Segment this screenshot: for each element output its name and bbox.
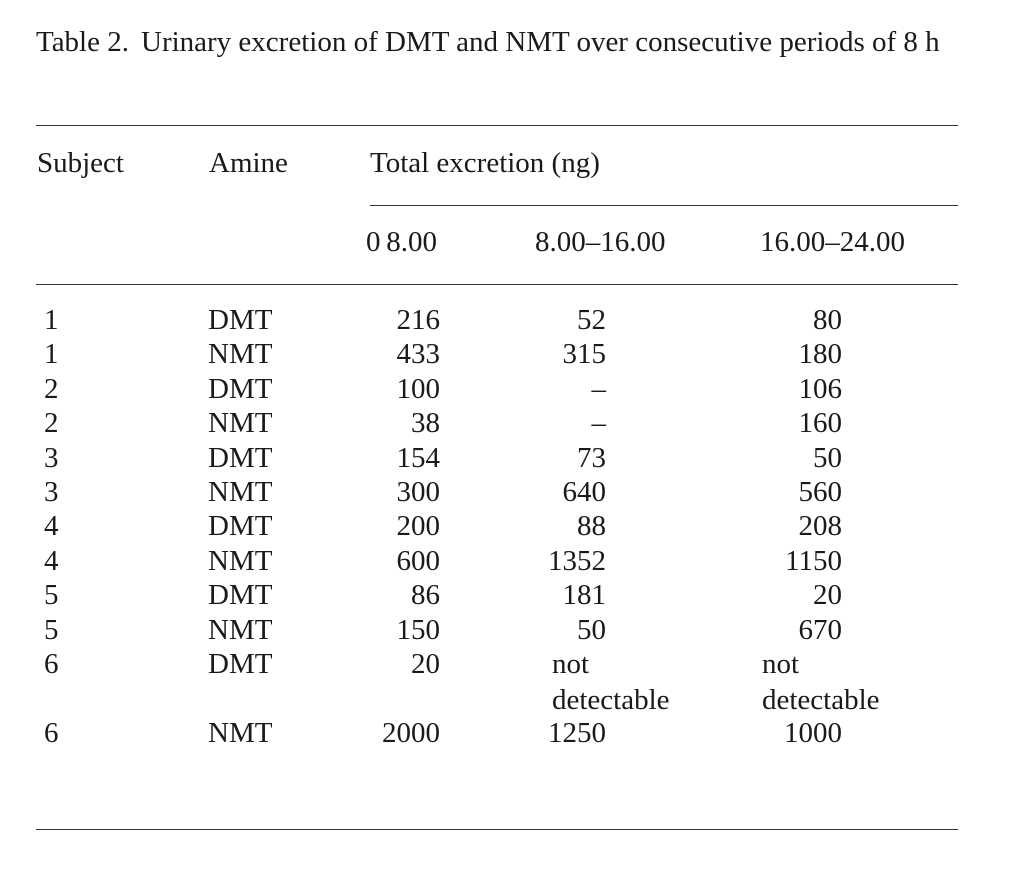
bottom-rule: [36, 829, 958, 830]
cell-p2: 181: [562, 579, 607, 612]
cell-p3: 560: [798, 476, 843, 508]
cell-amine: DMT: [208, 579, 273, 612]
cell-p3: 80: [813, 304, 842, 336]
cell-p2: 1352: [548, 544, 606, 577]
cell-amine: DMT: [208, 304, 273, 336]
table-title: Urinary excretion of DMT and NMT over co…: [141, 26, 940, 58]
cell-subject: 3: [44, 476, 59, 508]
spanner-rule: [370, 205, 958, 206]
cell-p2: 640: [562, 476, 607, 508]
cell-p3: 670: [798, 613, 843, 646]
cell-p1: 150: [396, 613, 441, 646]
header-period-3: 16.00–24.00: [760, 226, 905, 258]
cell-p1: 600: [396, 544, 441, 577]
cell-p3: 20: [813, 579, 842, 612]
cell-p1: 38: [411, 407, 440, 440]
cell-p3: not detectable: [762, 648, 880, 716]
cell-p2: 88: [577, 510, 606, 543]
cell-amine: NMT: [208, 613, 273, 646]
cell-subject: 4: [44, 544, 59, 577]
cell-amine: NMT: [208, 338, 273, 371]
cell-p2: 50: [577, 613, 606, 646]
cell-p1: 20: [411, 648, 440, 680]
cell-p3: 106: [798, 372, 843, 405]
cell-p1: 100: [396, 372, 441, 405]
cell-subject: 1: [44, 304, 59, 336]
cell-p3: 1000: [784, 716, 842, 749]
cell-p3: 50: [813, 441, 842, 474]
cell-p2: 73: [577, 441, 606, 474]
cell-p1: 86: [411, 579, 440, 612]
cell-p2: 1250: [548, 716, 606, 749]
cell-subject: 6: [44, 716, 59, 749]
cell-amine: NMT: [208, 407, 273, 440]
cell-amine: DMT: [208, 648, 273, 680]
cell-subject: 5: [44, 613, 59, 646]
cell-p1: 433: [396, 338, 441, 371]
cell-amine: NMT: [208, 476, 273, 508]
cell-p3: 160: [798, 407, 843, 440]
cell-subject: 6: [44, 648, 59, 680]
cell-p3: 180: [798, 338, 843, 371]
cell-amine: DMT: [208, 372, 273, 405]
table-label: Table 2.: [36, 26, 129, 58]
cell-subject: 2: [44, 407, 59, 440]
header-amine: Amine: [209, 147, 288, 179]
cell-p1: 300: [396, 476, 441, 508]
header-period-2: 8.00–16.00: [535, 226, 666, 258]
table-caption: Table 2. Urinary excretion of DMT and NMT…: [36, 24, 971, 61]
cell-amine: DMT: [208, 510, 273, 543]
cell-amine: DMT: [208, 441, 273, 474]
cell-subject: 5: [44, 579, 59, 612]
cell-subject: 1: [44, 338, 59, 371]
cell-subject: 4: [44, 510, 59, 543]
header-rule: [36, 284, 958, 285]
cell-p2: not detectable: [552, 648, 670, 716]
cell-p1: 2000: [382, 716, 440, 749]
header-total-excretion: Total excretion (ng): [370, 147, 600, 179]
header-period-1: 0 8.00: [366, 226, 438, 258]
cell-subject: 2: [44, 372, 59, 405]
cell-amine: NMT: [208, 716, 273, 749]
cell-p2: 315: [562, 338, 607, 371]
cell-p1: 154: [396, 441, 441, 474]
cell-p3: 1150: [785, 544, 842, 577]
cell-p2: –: [591, 407, 607, 440]
cell-p2: –: [591, 372, 607, 405]
cell-p1: 216: [396, 304, 441, 336]
cell-subject: 3: [44, 441, 59, 474]
cell-p3: 208: [798, 510, 843, 543]
cell-amine: NMT: [208, 544, 273, 577]
cell-p1: 200: [396, 510, 441, 543]
top-rule: [36, 125, 958, 126]
cell-p2: 52: [577, 304, 606, 336]
header-subject: Subject: [37, 147, 124, 179]
